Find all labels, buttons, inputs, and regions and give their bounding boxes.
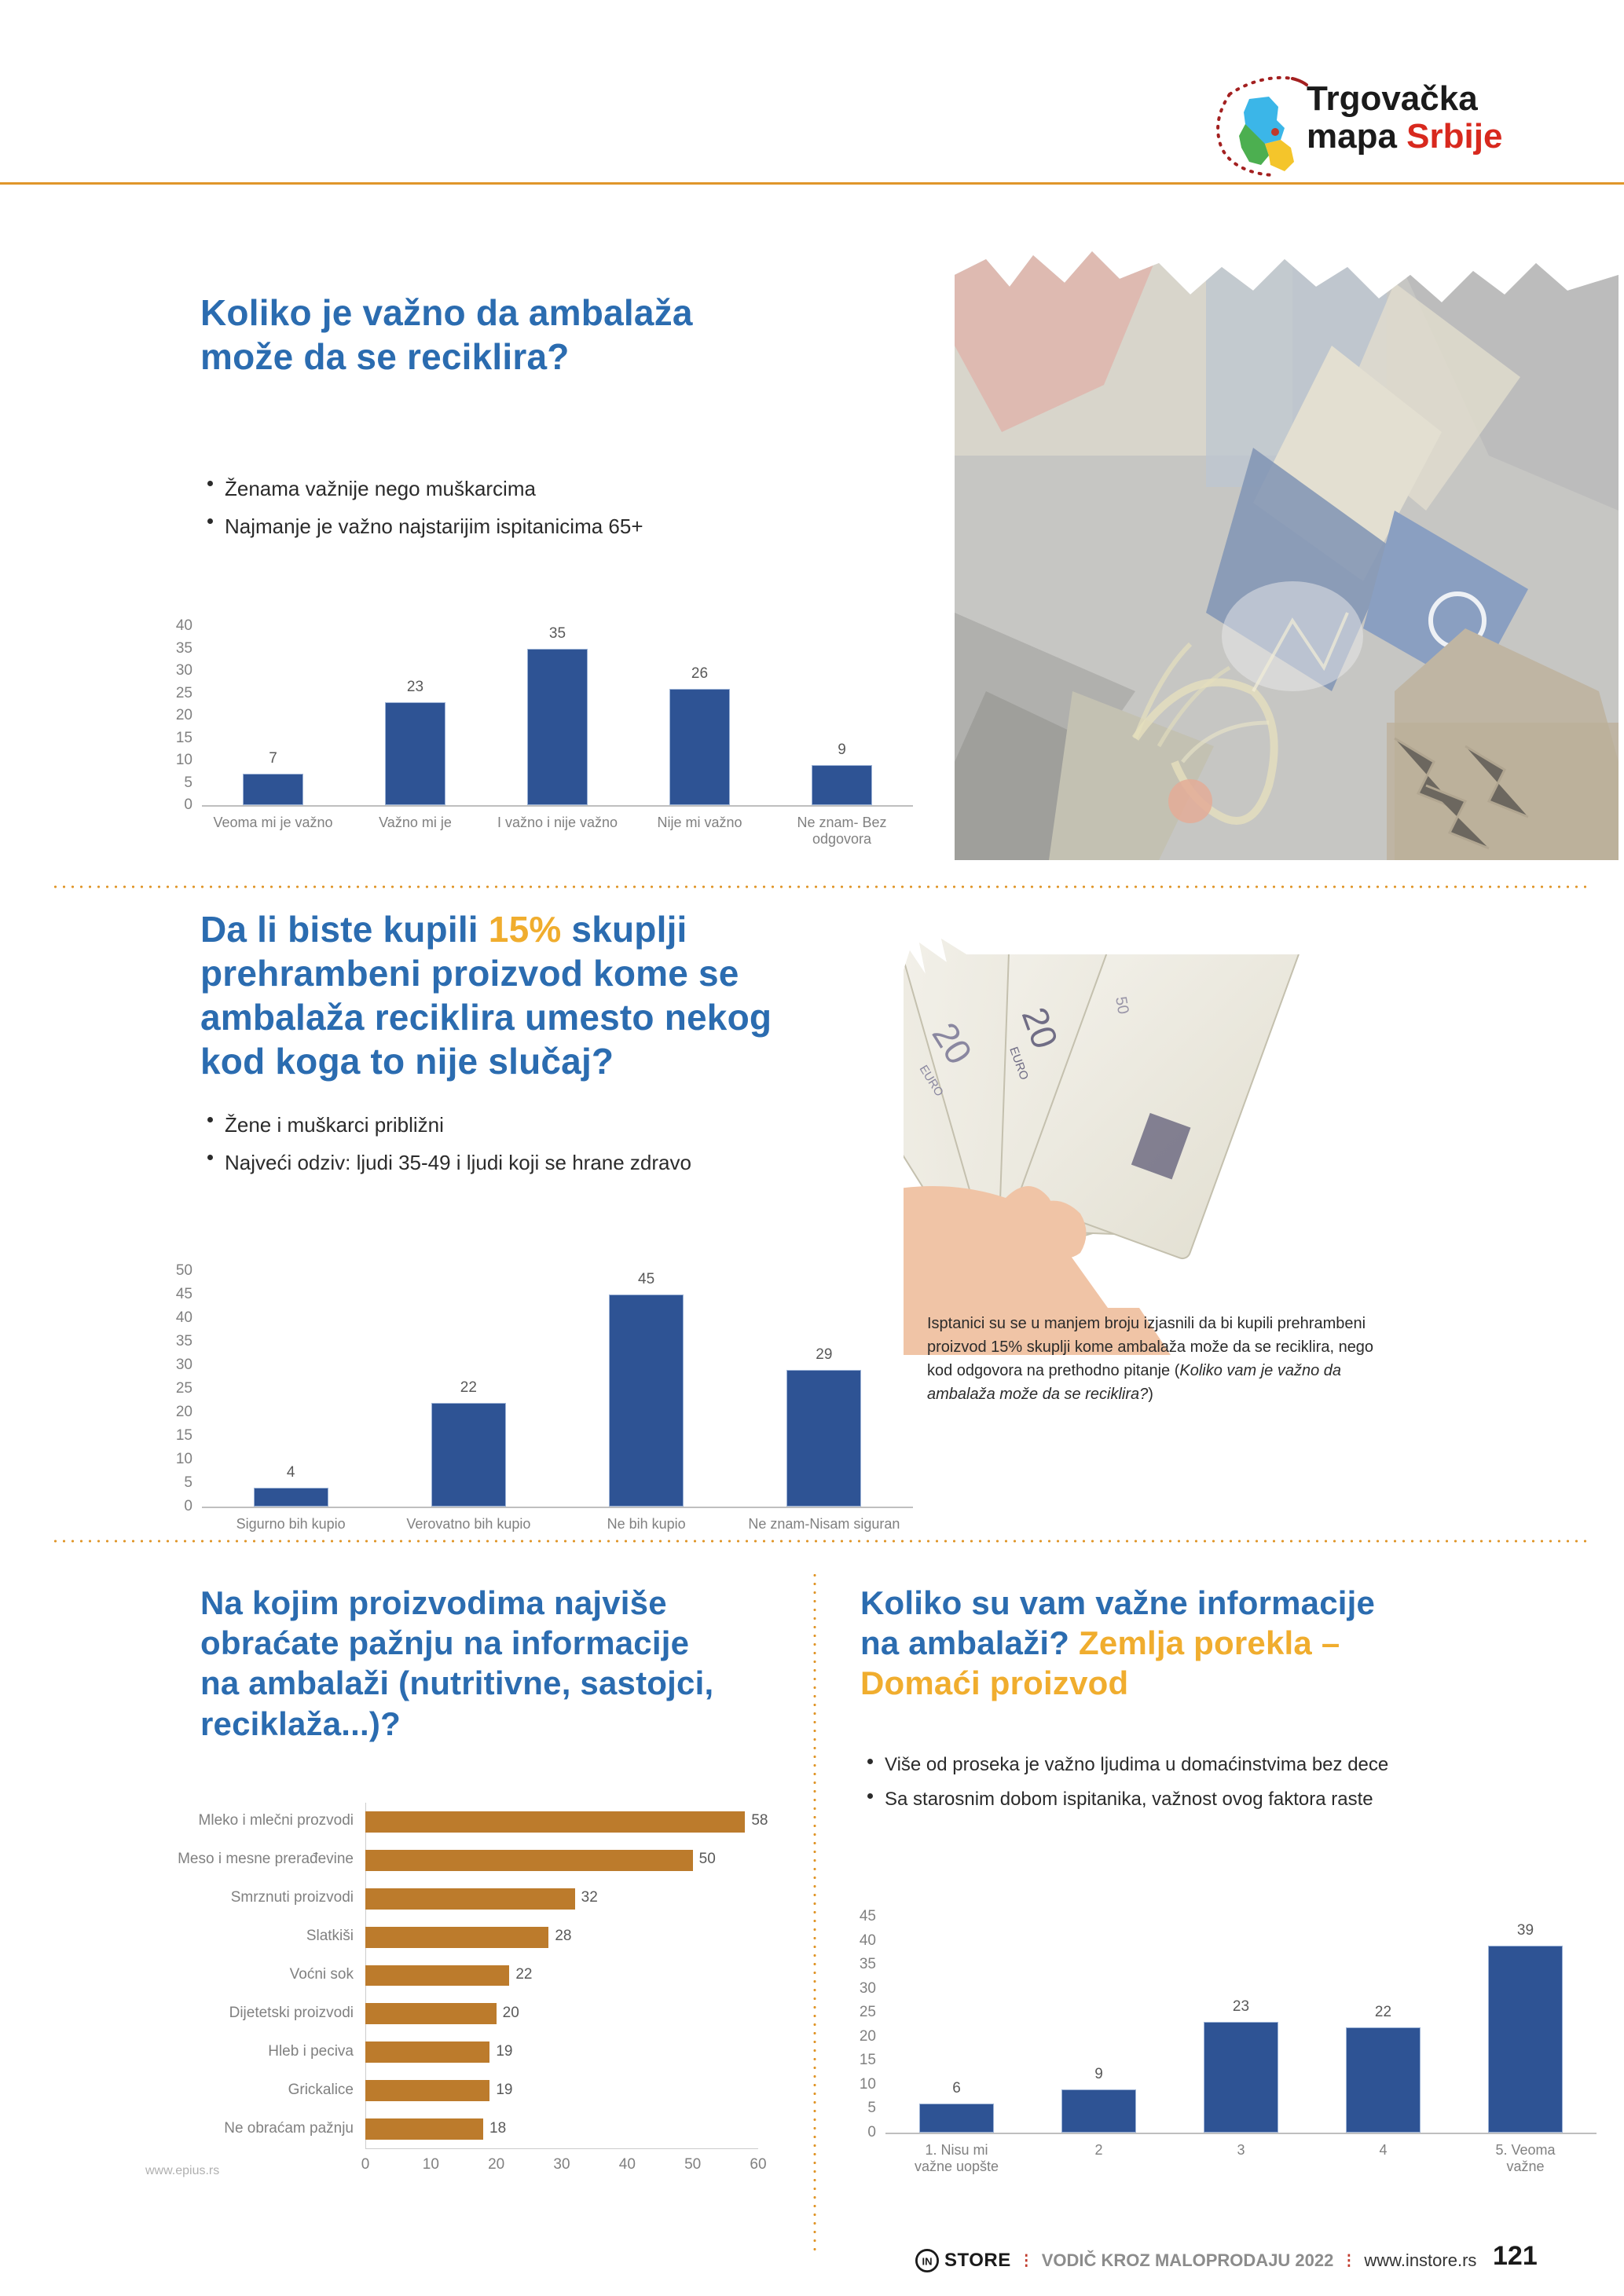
svg-text:50: 50 [1112, 995, 1132, 1016]
svg-text:mapa Srbije: mapa Srbije [1307, 117, 1502, 156]
svg-text:IN: IN [922, 2256, 932, 2268]
svg-text:Trgovačka: Trgovačka [1307, 79, 1478, 118]
